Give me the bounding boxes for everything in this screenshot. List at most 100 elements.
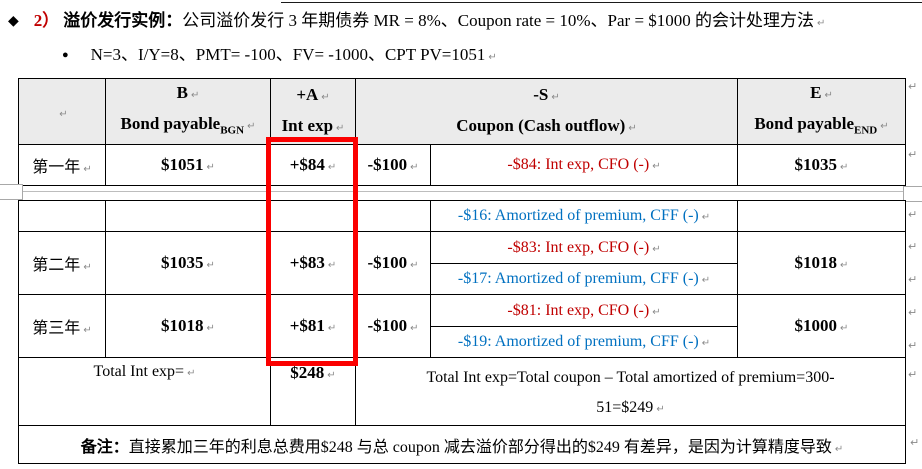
year2-bgn-value: $1035 [161,253,204,272]
year1-coupon-cash-cell[interactable]: -$100 ↵ [355,144,431,187]
year1-end-value: $1035 [794,155,838,175]
page-break-line [0,191,922,192]
year1-coupon-detail-cell[interactable]: -$84: Int exp, CFO (-) ↵ [430,144,738,187]
total-note-cell[interactable]: Total Int exp=Total coupon – Total amort… [355,357,906,426]
cell-mark: ↵ [824,90,833,101]
carry-coupon-cash-cell[interactable] [355,200,431,232]
year3-bgn-value: $1018 [161,316,204,335]
header-cell-bond-payable-bgn[interactable]: B ↵ Bond payableBGN ↵ [105,77,271,146]
year2-label: 第二年 [32,257,81,274]
year2-cff-detail-cell[interactable]: -$17: Amortized of premium, CFF (-) ↵ [430,263,738,295]
total-label: Total Int exp= [93,363,185,380]
heading-text: 公司溢价发行 3 年期债券 MR = 8%、Coupon rate = 10%、… [182,11,815,30]
year2-end-value: $1018 [794,253,838,272]
cell-mark: ↵ [187,368,196,379]
remark-label: 备注： [80,438,129,456]
cell-mark: ↵ [327,370,336,381]
year2-cfo-detail-cell[interactable]: -$83: Int exp, CFO (-) ↵ [430,231,738,264]
header-bond-payable-end: Bond payable [754,114,855,133]
cell-mark: ↵ [652,306,661,318]
year3-end-cell[interactable]: $1000 ↵ [737,294,906,358]
total-label-cell[interactable]: Total Int exp= ↵ [18,357,271,426]
year1-int-exp-cell[interactable]: +$84 ↵ [270,144,356,187]
carry-coupon-detail-cell[interactable]: -$16: Amortized of premium, CFF (-) ↵ [430,200,738,232]
year3-cfo-detail: -$81: Int exp, CFO (-) [507,301,650,319]
year3-label-cell[interactable]: 第三年 ↵ [18,294,106,358]
remark-cell[interactable]: 备注：直接累加三年的利息总费用$248 与总 coupon 减去溢价部分得出的$… [18,425,906,464]
row-end-mark: ↵ [908,208,918,221]
header-cell-coupon[interactable]: -S ↵ Coupon (Cash outflow) ↵ [355,77,738,146]
table-row-year1-carryover: -$16: Amortized of premium, CFF (-) ↵ [18,200,906,232]
cell-mark: ↵ [701,275,711,286]
calculator-paragraph[interactable]: ● N=3、I/Y=8、PMT= -100、FV= -1000、CPT PV=1… [62,42,902,71]
cell-mark: ↵ [410,260,419,271]
header-end-subscript: END [854,124,878,137]
year1-bgn-value: $1051 [161,155,204,175]
cell-mark: ↵ [327,260,337,271]
carry-end-cell[interactable] [737,200,906,232]
header-int-exp: Int exp [281,115,334,135]
cell-mark: ↵ [206,323,215,334]
row-end-mark: ↵ [910,436,920,449]
cell-mark: ↵ [327,323,337,334]
total-note-line1: Total Int exp=Total coupon – Total amort… [426,369,835,386]
cell-mark: ↵ [652,243,661,255]
row-end-mark: ↵ [908,240,918,253]
year3-cff-detail: -$19: Amortized of premium, CFF (-) [457,333,699,350]
cell-mark: ↵ [59,108,68,120]
table-header-row: ↵ B ↵ Bond payableBGN ↵ +A ↵ Int exp ↵ -S ↵ C… [18,77,906,146]
year2-coupon-cash-cell[interactable]: -$100 ↵ [355,231,431,295]
year1-bgn-cell[interactable]: $1051 ↵ [105,144,271,187]
top-rule-line [281,2,922,3]
header-coupon-outflow: Coupon (Cash outflow) [456,115,626,135]
header-cell-int-exp[interactable]: +A ↵ Int exp ↵ [270,77,356,146]
year1-coupon-cash-value: -$100 [367,155,408,175]
year2-coupon-cash-value: -$100 [367,253,408,272]
header-cell-year[interactable]: ↵ [18,77,106,146]
year3-bgn-cell[interactable]: $1018 ↵ [105,294,271,358]
carry-year-cell[interactable] [18,200,106,232]
year1-cff-detail: -$16: Amortized of premium, CFF (-) [457,207,699,224]
circle-bullet-icon: ● [62,49,69,61]
cell-mark: ↵ [247,121,256,132]
year2-end-cell[interactable]: $1018 ↵ [737,231,906,295]
total-int-exp-value: $248 [290,363,325,382]
year1-int-exp-value: +$84 [289,155,325,175]
year3-int-exp-value: +$81 [289,316,325,335]
year3-cfo-detail-cell[interactable]: -$81: Int exp, CFO (-) ↵ [430,294,738,327]
red-highlight-box[interactable] [266,137,358,366]
year1-end-cell[interactable]: $1035 ↵ [737,144,906,187]
cell-mark: ↵ [190,90,200,101]
year2-int-exp-value: +$83 [289,253,325,272]
year2-label-cell[interactable]: 第二年 ↵ [18,231,106,295]
header-cell-bond-payable-end[interactable]: E ↵ Bond payableEND ↵ [737,77,906,146]
header-b: B [176,83,188,102]
table-row-year2-cff: -$17: Amortized of premium, CFF (-) ↵ [19,263,906,295]
year3-int-exp-cell[interactable]: +$81 ↵ [270,294,356,358]
bond-table-segment-2: -$16: Amortized of premium, CFF (-) ↵ 第二年… [18,200,906,464]
cell-mark: ↵ [206,260,215,271]
cell-mark: ↵ [410,162,419,174]
row-end-mark: ↵ [908,339,918,352]
cell-mark: ↵ [83,325,92,336]
year2-bgn-cell[interactable]: $1035 ↵ [105,231,271,295]
cell-mark: ↵ [336,122,345,134]
year1-label-cell[interactable]: 第一年 ↵ [18,144,106,187]
cell-mark: ↵ [83,164,92,176]
carry-bgn-cell[interactable] [105,200,271,232]
page-break-left-marker [0,184,23,200]
cell-mark: ↵ [701,212,711,223]
bond-table-segment-1: ↵ B ↵ Bond payableBGN ↵ +A ↵ Int exp ↵ -S ↵ C… [18,77,906,187]
table-row-year3-cff: -$19: Amortized of premium, CFF (-) ↵ [19,326,906,358]
year3-coupon-cash-cell[interactable]: -$100 ↵ [355,294,431,358]
year1-label: 第一年 [32,159,81,177]
table-row-year3: 第三年 ↵ $1018 ↵ +$81 ↵ -$100 ↵ -$81: Int exp, … [18,294,906,358]
paragraph-mark: ↵ [488,52,497,63]
diamond-bullet-icon: ◆ [8,14,19,29]
cell-mark: ↵ [83,262,92,273]
year3-cff-detail-cell[interactable]: -$19: Amortized of premium, CFF (-) ↵ [430,326,738,358]
heading-paragraph[interactable]: ◆ 2） 溢价发行实例： 公司溢价发行 3 年期债券 MR = 8%、Coupo… [8,8,918,37]
heading-number: 2） [33,11,60,30]
total-value-cell[interactable]: $248 ↵ [270,357,356,426]
row-end-mark: ↵ [908,273,918,286]
